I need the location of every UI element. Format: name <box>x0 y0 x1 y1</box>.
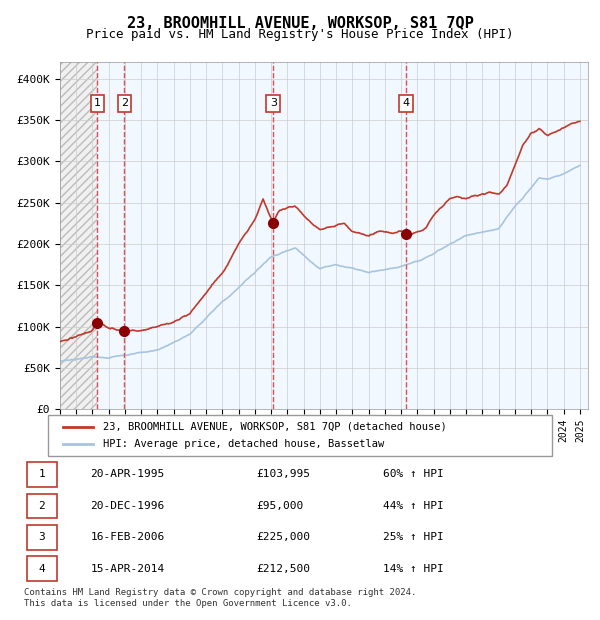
Text: 15-APR-2014: 15-APR-2014 <box>90 564 164 574</box>
Bar <box>60 62 97 409</box>
Text: 25% ↑ HPI: 25% ↑ HPI <box>383 532 443 542</box>
Bar <box>97 62 124 409</box>
FancyBboxPatch shape <box>27 556 57 581</box>
Text: 3: 3 <box>38 532 45 542</box>
Bar <box>124 62 273 409</box>
Text: £212,500: £212,500 <box>256 564 310 574</box>
Text: 1: 1 <box>94 99 101 108</box>
Text: 23, BROOMHILL AVENUE, WORKSOP, S81 7QP (detached house): 23, BROOMHILL AVENUE, WORKSOP, S81 7QP (… <box>103 422 447 432</box>
Text: 1: 1 <box>38 469 45 479</box>
Text: HPI: Average price, detached house, Bassetlaw: HPI: Average price, detached house, Bass… <box>103 440 385 450</box>
Text: 20-APR-1995: 20-APR-1995 <box>90 469 164 479</box>
FancyBboxPatch shape <box>27 525 57 549</box>
FancyBboxPatch shape <box>48 415 552 456</box>
Bar <box>273 62 406 409</box>
Text: £95,000: £95,000 <box>256 501 303 511</box>
Text: Contains HM Land Registry data © Crown copyright and database right 2024.
This d: Contains HM Land Registry data © Crown c… <box>24 588 416 608</box>
Text: 44% ↑ HPI: 44% ↑ HPI <box>383 501 443 511</box>
Bar <box>60 62 97 409</box>
Text: 14% ↑ HPI: 14% ↑ HPI <box>383 564 443 574</box>
Bar <box>406 62 588 409</box>
Text: 4: 4 <box>402 99 409 108</box>
Text: £103,995: £103,995 <box>256 469 310 479</box>
Text: 60% ↑ HPI: 60% ↑ HPI <box>383 469 443 479</box>
FancyBboxPatch shape <box>27 462 57 487</box>
Text: Price paid vs. HM Land Registry's House Price Index (HPI): Price paid vs. HM Land Registry's House … <box>86 28 514 41</box>
Text: £225,000: £225,000 <box>256 532 310 542</box>
Text: 2: 2 <box>38 501 45 511</box>
Text: 23, BROOMHILL AVENUE, WORKSOP, S81 7QP: 23, BROOMHILL AVENUE, WORKSOP, S81 7QP <box>127 16 473 30</box>
Text: 2: 2 <box>121 99 128 108</box>
Text: 20-DEC-1996: 20-DEC-1996 <box>90 501 164 511</box>
Text: 4: 4 <box>38 564 45 574</box>
Text: 3: 3 <box>270 99 277 108</box>
FancyBboxPatch shape <box>27 494 57 518</box>
Text: 16-FEB-2006: 16-FEB-2006 <box>90 532 164 542</box>
